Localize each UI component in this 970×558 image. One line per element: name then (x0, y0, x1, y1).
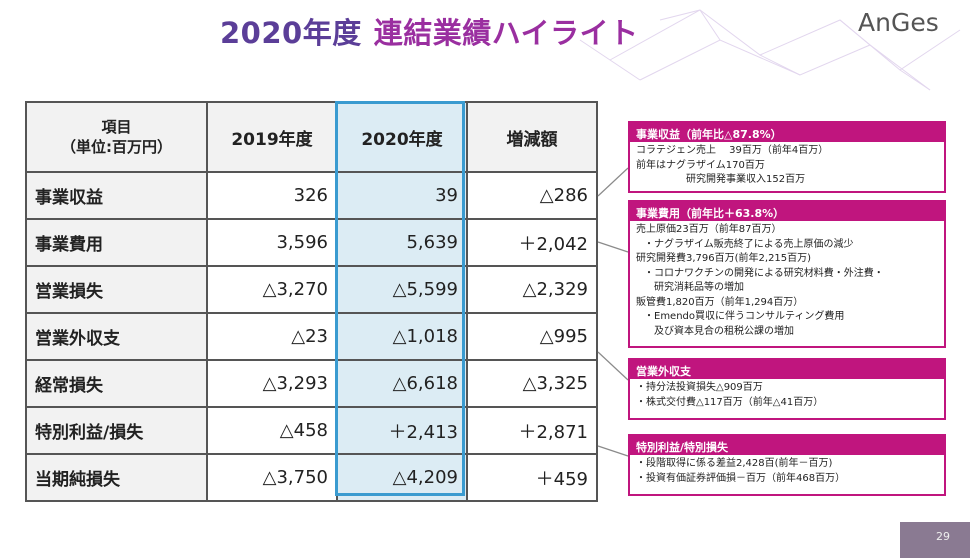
table-row: 事業収益 326 39 △286 (25, 171, 598, 220)
cell-diff: △995 (466, 312, 598, 361)
title-year: 2020年度 (220, 16, 362, 50)
cell-2020: △1,018 (336, 312, 468, 361)
header-item: 項目 （単位:百万円） (25, 101, 208, 173)
cell-diff: ＋459 (466, 453, 598, 502)
financial-table: 項目 （単位:百万円） 2019年度 2020年度 増減額 事業収益 326 3… (25, 101, 598, 502)
callout-nonoperating-header: 営業外収支 (630, 360, 944, 379)
callout-line: 前年はナグラザイム170百万 (636, 159, 765, 171)
row-label: 営業損失 (25, 265, 208, 314)
table-row: 経常損失 △3,293 △6,618 △3,325 (25, 359, 598, 408)
callout-line: 売上原価23百万（前年87百万） (636, 224, 782, 235)
callout-line: 研究消耗品等の増加 (654, 282, 744, 293)
table-row: 特別利益/損失 △458 ＋2,413 ＋2,871 (25, 406, 598, 455)
cell-2020: 5,639 (336, 218, 468, 267)
callout-line: ・Emendo買収に伴うコンサルティング費用 (644, 311, 845, 322)
callout-special-header: 特別利益/特別損失 (630, 436, 944, 455)
callout-line: 販管費1,820百万（前年1,294百万） (636, 296, 804, 308)
callout-line: ・持分法投資損失△909百万 (636, 382, 763, 393)
row-label: 当期純損失 (25, 453, 208, 502)
cell-diff: △3,325 (466, 359, 598, 408)
cell-2020: 39 (336, 171, 468, 220)
header-2020: 2020年度 (336, 101, 468, 173)
page-number-bar (900, 522, 970, 558)
cell-diff: △286 (466, 171, 598, 220)
cell-2020: △5,599 (336, 265, 468, 314)
callout-line: ・コロナワクチンの開発による研究材料費・外注費・ (644, 267, 884, 279)
title-text: 連結業績ハイライト (373, 16, 639, 50)
callout-line: 及び資本見合の租税公課の増加 (654, 325, 794, 337)
callout-expenses-header: 事業費用（前年比＋63.8%） (630, 202, 944, 221)
cell-2019: △458 (206, 406, 338, 455)
callout-nonoperating: 営業外収支 ・持分法投資損失△909百万 ・株式交付費△117百万（前年△41百… (628, 358, 946, 420)
row-label: 営業外収支 (25, 312, 208, 361)
row-label: 事業収益 (25, 171, 208, 220)
table-row: 営業損失 △3,270 △5,599 △2,329 (25, 265, 598, 314)
cell-2020: △6,618 (336, 359, 468, 408)
cell-diff: ＋2,871 (466, 406, 598, 455)
cell-diff: ＋2,042 (466, 218, 598, 267)
cell-2019: △3,270 (206, 265, 338, 314)
cell-2019: △3,750 (206, 453, 338, 502)
table-row: 営業外収支 △23 △1,018 △995 (25, 312, 598, 361)
callout-line: ・投資有価証券評価損－百万（前年468百万） (636, 472, 846, 484)
callout-expenses: 事業費用（前年比＋63.8%） 売上原価23百万（前年87百万） ・ナグラザイム… (628, 200, 946, 348)
cell-2019: 3,596 (206, 218, 338, 267)
callout-line: ・株式交付費△117百万（前年△41百万） (636, 396, 824, 408)
cell-2019: 326 (206, 171, 338, 220)
cell-diff: △2,329 (466, 265, 598, 314)
header-unit-label: （単位:百万円） (61, 138, 172, 156)
header-item-label: 項目 (101, 118, 132, 136)
cell-2019: △23 (206, 312, 338, 361)
page-title: 2020年度 連結業績ハイライト (220, 10, 639, 52)
callout-special: 特別利益/特別損失 ・段階取得に係る差益2,428百(前年－百万) ・投資有価証… (628, 434, 946, 496)
row-label: 経常損失 (25, 359, 208, 408)
cell-2020: ＋2,413 (336, 406, 468, 455)
callout-line: ・段階取得に係る差益2,428百(前年－百万) (636, 458, 833, 469)
cell-2019: △3,293 (206, 359, 338, 408)
table-row: 当期純損失 △3,750 △4,209 ＋459 (25, 453, 598, 502)
header-diff: 増減額 (466, 101, 598, 173)
table-row: 事業費用 3,596 5,639 ＋2,042 (25, 218, 598, 267)
cell-2020: △4,209 (336, 453, 468, 502)
callout-line: 研究開発事業収入152百万 (686, 174, 806, 185)
header-2019: 2019年度 (206, 101, 338, 173)
callout-line: コラテジェン売上 39百万（前年4百万） (636, 145, 829, 156)
row-label: 事業費用 (25, 218, 208, 267)
callout-line: 研究開発費3,796百万(前年2,215百万) (636, 253, 812, 264)
company-logo: AnGes (858, 8, 939, 37)
callout-revenue: 事業収益（前年比△87.8%） コラテジェン売上 39百万（前年4百万） 前年は… (628, 121, 946, 193)
row-label: 特別利益/損失 (25, 406, 208, 455)
callout-line: ・ナグラザイム販売終了による売上原価の減少 (644, 238, 854, 250)
table-header-row: 項目 （単位:百万円） 2019年度 2020年度 増減額 (25, 101, 598, 173)
callout-revenue-header: 事業収益（前年比△87.8%） (630, 123, 944, 142)
page-number: 29 (936, 530, 950, 543)
